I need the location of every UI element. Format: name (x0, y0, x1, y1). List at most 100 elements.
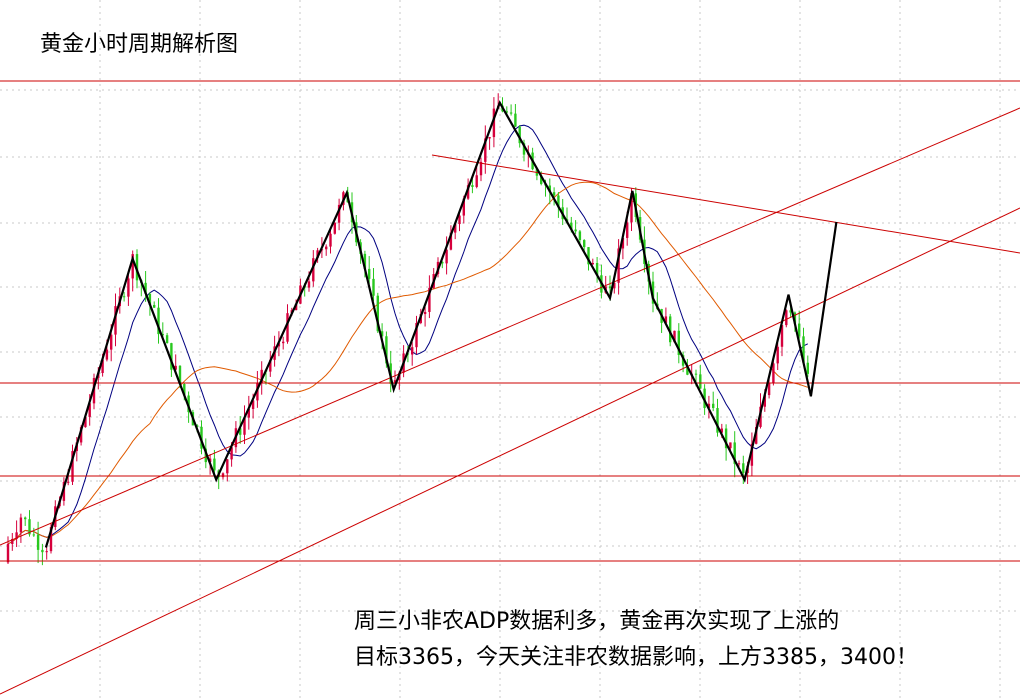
wave-line-layer (44, 100, 838, 548)
candle-body-30 (135, 254, 139, 281)
candle-body-169 (733, 442, 736, 464)
candle-body-38 (170, 343, 173, 370)
chart-title: 黄金小时周期解析图 (40, 32, 238, 57)
text-layer: 黄金小时周期解析图 周三小非农ADP数据利多，黄金再次实现了上涨的 目标3365… (40, 32, 918, 670)
candle-body-7 (36, 534, 40, 550)
candle-body-1 (11, 538, 14, 544)
candle-body-107 (466, 185, 470, 199)
moving-average-layer (7, 124, 809, 545)
candle-body-44 (196, 425, 199, 427)
candle-body-29 (131, 254, 134, 279)
candle-body-184 (798, 323, 801, 337)
candle-body-57 (251, 400, 255, 410)
candle-body-18 (84, 416, 87, 428)
candle-body-143 (621, 237, 625, 249)
candle-body-104 (454, 224, 457, 233)
candle-body-111 (484, 138, 487, 162)
candle-body-106 (462, 198, 465, 216)
candle-body-10 (49, 526, 53, 552)
candle-body-64 (282, 341, 285, 344)
candle-body-71 (312, 258, 315, 282)
candle-body-41 (183, 384, 186, 396)
candle-body-33 (148, 293, 152, 306)
candle-body-118 (514, 113, 517, 127)
candle-body-124 (540, 175, 543, 184)
candle-body-160 (694, 373, 698, 375)
candle-body-14 (67, 481, 70, 483)
candle-body-112 (488, 137, 491, 139)
candle-body-4 (24, 517, 27, 520)
candle-body-179 (776, 346, 779, 364)
candle-body-88 (385, 336, 388, 364)
candle-body-17 (79, 427, 83, 443)
candle-body-67 (294, 303, 298, 311)
candle-body-141 (613, 282, 616, 289)
candle-body-50 (221, 473, 225, 478)
candle-body-185 (802, 336, 805, 363)
candle-body-5 (28, 519, 31, 535)
candle-body-155 (673, 330, 676, 343)
candle-body-165 (716, 408, 719, 433)
candle-body-103 (449, 232, 453, 250)
candle-body-97 (423, 311, 427, 315)
candle-body-126 (548, 185, 551, 193)
candle-body-8 (41, 549, 44, 553)
candle-body-153 (664, 316, 668, 323)
candle-body-132 (574, 229, 577, 232)
candle-body-161 (699, 374, 702, 389)
candle-body-127 (552, 192, 556, 196)
candle-body-22 (101, 359, 104, 374)
candle-body-119 (518, 126, 521, 144)
candle-body-134 (583, 240, 586, 248)
candle-body-13 (62, 481, 66, 501)
candle-body-83 (363, 253, 367, 269)
candle-body-9 (45, 551, 48, 553)
candle-body-25 (114, 306, 117, 335)
candle-body-0 (6, 543, 10, 563)
annotation-line-2: 目标3365，今天关注非农数据影响，上方3385，3400！ (354, 645, 918, 670)
candle-body-167 (724, 428, 728, 449)
candle-body-51 (226, 459, 229, 474)
candle-body-173 (750, 443, 754, 466)
candle-body-46 (204, 448, 207, 463)
candle-body-135 (587, 247, 590, 265)
candle-body-85 (372, 278, 375, 296)
candle-body-120 (522, 143, 526, 155)
candle-body-136 (591, 262, 594, 265)
ma-fast-line (7, 124, 809, 545)
candle-body-59 (260, 369, 263, 384)
candle-body-52 (230, 447, 233, 460)
candle-body-95 (415, 322, 418, 348)
candle-body-110 (479, 161, 483, 176)
candle-body-133 (578, 231, 582, 241)
candle-body-154 (669, 316, 672, 343)
candle-body-23 (105, 349, 109, 360)
candle-body-117 (509, 112, 513, 114)
candle-body-186 (806, 362, 809, 374)
candle-body-158 (686, 365, 689, 375)
candle-body-128 (557, 195, 560, 208)
candle-body-145 (630, 193, 633, 223)
candle-body-15 (71, 451, 74, 482)
channel-lower-trendline (0, 207, 1020, 695)
candle-body-131 (570, 222, 573, 230)
candle-body-90 (393, 380, 397, 384)
candle-body-55 (243, 417, 246, 435)
candle-body-178 (772, 363, 775, 384)
candle-body-102 (445, 249, 448, 264)
candle-body-116 (505, 111, 508, 113)
candle-body-40 (178, 365, 182, 385)
candle-body-164 (712, 403, 715, 409)
candle-body-86 (376, 295, 379, 332)
candle-body-37 (165, 335, 169, 344)
candle-body-70 (307, 281, 311, 288)
candle-body-61 (269, 359, 272, 372)
candle-body-101 (441, 261, 444, 264)
candle-body-63 (277, 343, 281, 347)
candle-body-176 (763, 395, 766, 407)
candle-body-6 (32, 534, 35, 536)
candle-body-166 (720, 428, 723, 433)
zigzag-wave-line (44, 100, 838, 548)
candle-body-156 (677, 330, 680, 356)
candle-body-168 (729, 442, 732, 449)
